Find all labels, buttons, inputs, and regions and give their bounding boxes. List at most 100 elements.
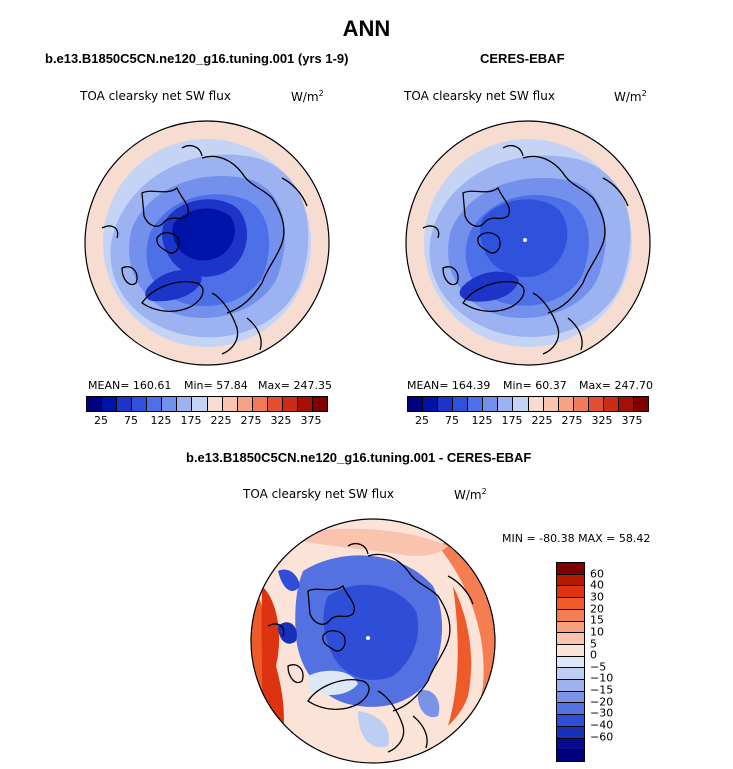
colorbar-swatch: [237, 397, 253, 411]
colorbar-swatch: [558, 397, 574, 411]
panel-1-min: Min= 57.84: [184, 379, 248, 392]
colorbar-swatch: [557, 598, 584, 610]
colorbar-tick-label: 15: [590, 613, 604, 627]
panel-1-subtitle: b.e13.B1850C5CN.ne120_g16.tuning.001 (yr…: [45, 51, 349, 66]
colorbar-swatch: [588, 397, 604, 411]
colorbar-swatch: [297, 397, 313, 411]
panel-1-mean: MEAN= 160.61: [88, 379, 172, 392]
panel-3-map-border: [250, 518, 496, 764]
colorbar-swatch: [408, 397, 424, 411]
panel-1-max: Max= 247.35: [258, 379, 332, 392]
colorbar-swatch: [557, 586, 584, 599]
colorbar-swatch: [557, 726, 584, 739]
colorbar-swatch: [603, 397, 619, 411]
colorbar-tick-label: 325: [270, 414, 292, 427]
colorbar-tick-label: 30: [590, 590, 604, 604]
colorbar-tick-label: 20: [590, 602, 604, 616]
colorbar-tick-label: −30: [590, 706, 614, 720]
colorbar-swatch: [483, 397, 499, 411]
colorbar-tick-label: −40: [590, 718, 614, 732]
panel-3-field-contour: [417, 690, 440, 718]
colorbar-swatch: [438, 397, 454, 411]
panel-2-field-contour: [459, 271, 519, 302]
colorbar-swatch: [207, 397, 223, 411]
panel-3-subtitle: b.e13.B1850C5CN.ne120_g16.tuning.001 - C…: [186, 450, 532, 465]
colorbar-tick-label: 225: [210, 414, 232, 427]
colorbar-tick-label: −5: [590, 660, 607, 674]
colorbar-swatch: [557, 668, 584, 681]
panel-2-mean: MEAN= 164.39: [407, 379, 491, 392]
panel-3-field-contour: [323, 584, 419, 680]
colorbar-tick-label: 375: [621, 414, 643, 427]
panel-3-field-contour: [448, 586, 472, 726]
colorbar-tick-label: 175: [501, 414, 523, 427]
panel-3-polar-map: [250, 518, 496, 764]
panel-1-colorbar-labels: 25 75 125 175 225 275 325 375: [86, 414, 326, 428]
panel-3-units: W/m2: [454, 487, 487, 502]
panel-3-pole-dot: [366, 636, 370, 640]
panel-2-coastlines: [422, 145, 629, 355]
panel-2-field-label: TOA clearsky net SW flux: [404, 89, 555, 103]
colorbar-swatch: [312, 397, 327, 411]
colorbar-swatch: [102, 397, 118, 411]
colorbar-tick-label: 0: [590, 648, 597, 662]
panel-1-colorbar: [86, 396, 328, 412]
panel-2-colorbar-labels: 25 75 125 175 225 275 325 375: [407, 414, 647, 428]
colorbar-tick-label: 125: [471, 414, 493, 427]
colorbar-tick-label: 375: [300, 414, 322, 427]
colorbar-tick-label: 40: [590, 578, 604, 592]
colorbar-swatch: [557, 609, 584, 622]
colorbar-swatch: [222, 397, 238, 411]
colorbar-swatch: [543, 397, 559, 411]
colorbar-tick-label: 225: [531, 414, 553, 427]
colorbar-swatch: [117, 397, 133, 411]
colorbar-swatch: [423, 397, 439, 411]
panel-2-pole-dot: [523, 238, 527, 242]
colorbar-tick-label: 325: [591, 414, 613, 427]
panel-3-field-contour: [278, 569, 300, 591]
colorbar-tick-label: −60: [590, 730, 614, 744]
panel-3-field-contour: [278, 528, 448, 556]
colorbar-tick-label: 60: [590, 567, 604, 581]
colorbar-tick-label: 10: [590, 625, 604, 639]
colorbar-swatch: [557, 680, 584, 692]
figure-title: ANN: [342, 16, 391, 41]
panel-1-field-contour: [172, 208, 235, 261]
panel-2-map-border: [405, 120, 651, 366]
colorbar-swatch: [132, 397, 148, 411]
colorbar-swatch: [573, 397, 589, 411]
colorbar-swatch: [557, 750, 584, 761]
panel-2-subtitle: CERES-EBAF: [480, 51, 565, 66]
colorbar-swatch: [177, 397, 193, 411]
panel-3-colorbar: [556, 562, 585, 762]
panel-2-min: Min= 60.37: [503, 379, 567, 392]
panel-3-field-contour: [358, 711, 389, 748]
panel-1-field-contour: [145, 270, 202, 302]
panel-2-polar-map: [405, 120, 651, 366]
colorbar-swatch: [557, 574, 584, 587]
panel-3-colorbar-labels: 60 40 30 20 15 10 5 0 −5 −10 −15 −20 −30 −40 −60: [590, 562, 630, 760]
panel-1-map-border: [84, 120, 330, 366]
panel-1-units: W/m2: [291, 89, 324, 104]
panel-2-max: Max= 247.70: [579, 379, 653, 392]
colorbar-tick-label: −20: [590, 695, 614, 709]
colorbar-swatch: [557, 691, 584, 704]
colorbar-tick-label: 175: [180, 414, 202, 427]
colorbar-swatch: [162, 397, 178, 411]
colorbar-swatch: [528, 397, 544, 411]
colorbar-tick-label: −10: [590, 671, 614, 685]
colorbar-swatch: [557, 656, 584, 669]
colorbar-swatch: [557, 703, 584, 716]
colorbar-swatch: [557, 644, 584, 657]
colorbar-swatch: [267, 397, 283, 411]
colorbar-tick-label: 25: [415, 414, 429, 427]
colorbar-swatch: [192, 397, 208, 411]
panel-2-units: W/m2: [614, 89, 647, 104]
colorbar-swatch: [453, 397, 469, 411]
panel-1-field-label: TOA clearsky net SW flux: [80, 89, 231, 103]
colorbar-tick-label: 125: [150, 414, 172, 427]
colorbar-swatch: [513, 397, 529, 411]
colorbar-swatch: [557, 715, 584, 727]
panel-3-field-label: TOA clearsky net SW flux: [243, 487, 394, 501]
colorbar-swatch: [87, 397, 103, 411]
